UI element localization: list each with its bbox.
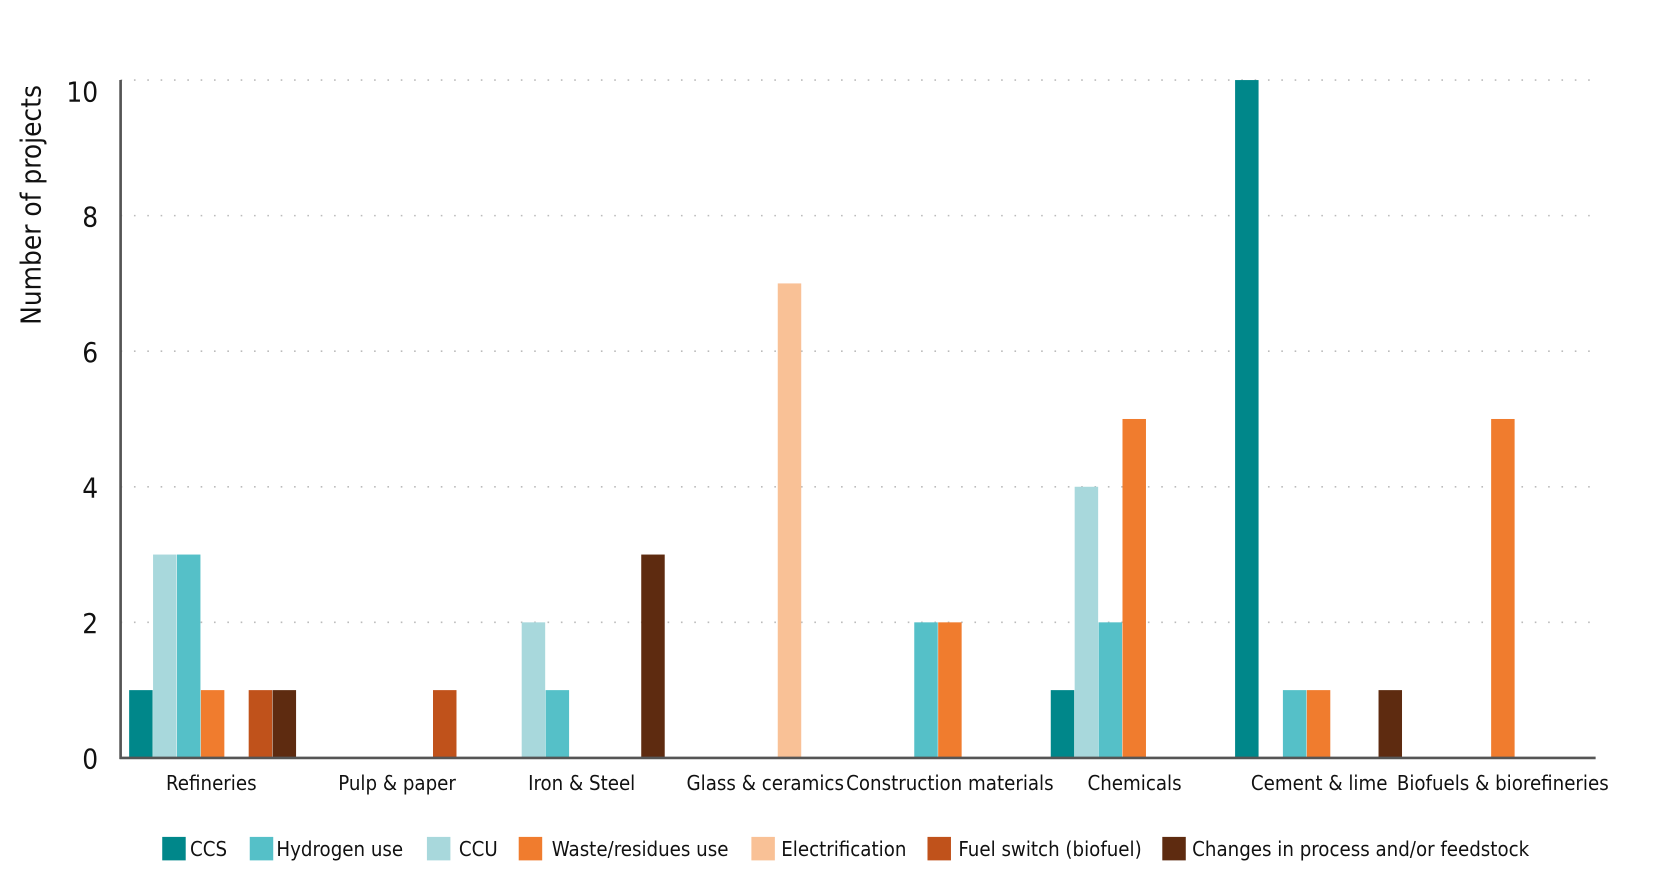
bar-ccs-5 (1050, 690, 1075, 758)
legend-item: Changes in process and/or feedstock (1162, 836, 1530, 861)
x-tick-labels: Refineries Pulp & paper Iron & Steel Glass … (166, 771, 1609, 795)
bars (129, 80, 1515, 758)
legend-label: CCU (459, 837, 498, 861)
bar-changes-in-process-and-or-feedstock-6 (1378, 690, 1403, 758)
y-tick-label: 6 (82, 336, 98, 369)
x-tick-label: Chemicals (1087, 771, 1181, 795)
legend-swatch (162, 836, 186, 861)
bar-ccs-0 (129, 690, 153, 758)
legend-item: CCU (426, 836, 498, 861)
bar-hydrogen-use-2 (545, 690, 570, 758)
bar-hydrogen-use-0 (176, 554, 201, 758)
legend-label: Electrification (781, 837, 906, 861)
bar-waste-residues-use-6 (1306, 690, 1331, 758)
legend-label: Fuel switch (biofuel) (958, 837, 1141, 861)
bar-fuel-switch-biofuel--1 (433, 690, 457, 758)
y-tick-labels: 0 2 4 6 8 10 (66, 75, 98, 775)
bar-waste-residues-use-4 (938, 622, 962, 758)
legend-label: CCS (190, 837, 227, 861)
y-tick-label: 4 (82, 471, 98, 504)
legend-swatch (927, 836, 951, 861)
legend: CCS Hydrogen use CCU Waste/residues use Elec… (162, 836, 1530, 861)
bar-hydrogen-use-6 (1282, 690, 1307, 758)
bar-waste-residues-use-0 (200, 690, 225, 758)
gridlines (120, 79, 1596, 624)
bar-waste-residues-use-7 (1491, 418, 1515, 758)
legend-label: Waste/residues use (552, 837, 729, 861)
legend-item: CCS (162, 836, 227, 861)
x-tick-label: Cement & lime (1251, 771, 1388, 795)
x-tick-label: Iron & Steel (528, 771, 635, 795)
bar-ccu-0 (153, 554, 177, 758)
legend-item: Electrification (751, 836, 906, 861)
legend-swatch (1162, 836, 1186, 861)
x-tick-label: Pulp & paper (338, 771, 456, 795)
legend-swatch (518, 836, 543, 861)
legend-item: Waste/residues use (518, 836, 729, 861)
legend-item: Fuel switch (biofuel) (927, 836, 1142, 861)
bar-ccu-2 (521, 622, 546, 758)
bar-electrification-3 (777, 283, 802, 758)
bar-fuel-switch-biofuel--0 (248, 690, 273, 758)
x-tick-label: Biofuels & biorefineries (1397, 771, 1609, 795)
legend-swatch (249, 836, 274, 861)
y-tick-label: 0 (82, 743, 98, 776)
legend-item: Hydrogen use (249, 836, 403, 861)
bar-ccs-6 (1235, 80, 1259, 758)
legend-swatch (426, 836, 451, 861)
x-tick-label: Construction materials (846, 771, 1053, 795)
bar-ccu-5 (1074, 486, 1099, 758)
bar-hydrogen-use-5 (1098, 622, 1123, 758)
bar-waste-residues-use-5 (1122, 418, 1146, 758)
y-tick-label: 8 (82, 200, 98, 233)
legend-swatch (751, 836, 775, 861)
x-tick-label: Glass & ceramics (687, 771, 844, 795)
x-tick-label: Refineries (166, 771, 257, 795)
y-axis-label: Number of projects (15, 85, 48, 325)
y-tick-label: 2 (82, 607, 98, 640)
y-tick-label: 10 (66, 75, 98, 108)
bar-changes-in-process-and-or-feedstock-0 (272, 690, 297, 758)
legend-label: Hydrogen use (276, 837, 403, 861)
bar-hydrogen-use-4 (914, 622, 938, 758)
legend-label: Changes in process and/or feedstock (1192, 837, 1529, 861)
bar-changes-in-process-and-or-feedstock-2 (641, 554, 665, 758)
